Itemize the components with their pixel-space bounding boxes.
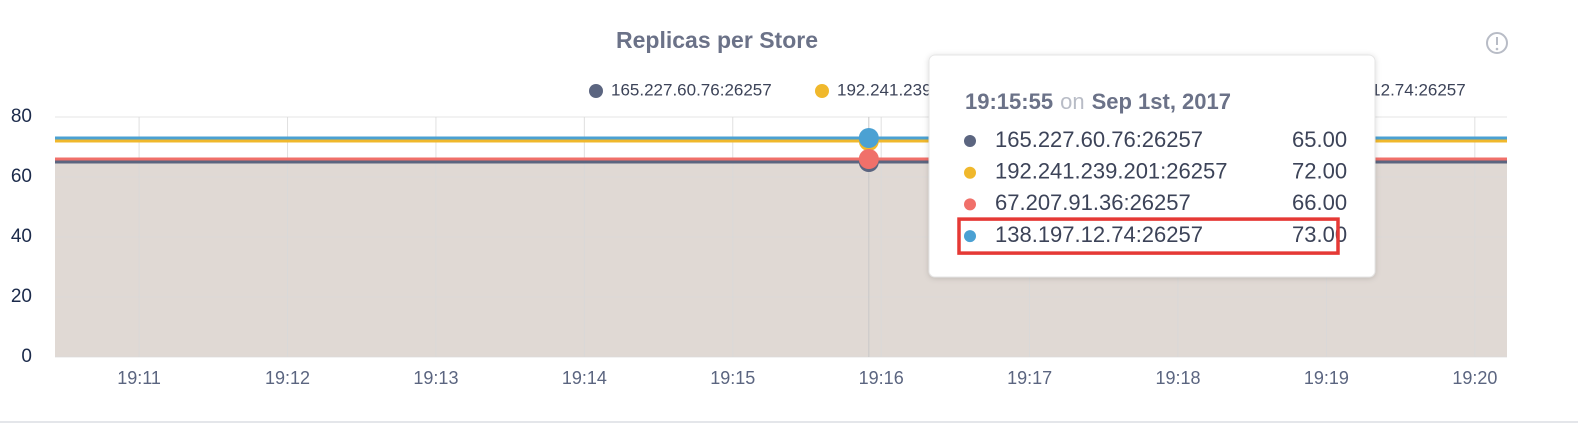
tooltip-marker [964, 198, 976, 211]
y-tick-label: 80 [11, 106, 32, 127]
tooltip-marker [964, 166, 976, 179]
tooltip-box [928, 54, 1376, 278]
x-tick-label: 19:13 [413, 368, 458, 388]
tooltip-marker [964, 230, 976, 243]
info-icon[interactable] [1486, 32, 1508, 54]
tooltip-label: 67.207.91.36:26257 [995, 190, 1191, 215]
x-tick-label: 19:12 [265, 368, 310, 388]
tooltip-header-part: 19:15:55 [965, 89, 1053, 114]
x-tick-label: 19:16 [859, 368, 904, 388]
x-tick-label: 19:19 [1304, 368, 1349, 388]
tooltip-header-part: Sep 1st, 2017 [1092, 89, 1231, 114]
y-tick-label: 60 [11, 166, 32, 187]
x-tick-label: 19:15 [710, 368, 755, 388]
hover-marker [858, 128, 879, 148]
legend-marker [589, 84, 603, 98]
x-tick-label: 19:17 [1007, 368, 1052, 388]
tooltip-highlight [957, 217, 1340, 255]
x-tick-label: 19:18 [1155, 368, 1200, 388]
y-tick-label: 0 [21, 346, 32, 367]
y-tick-label: 40 [11, 226, 32, 247]
legend-label: 165.227.60.76:26257 [611, 80, 772, 99]
x-tick-label: 19:14 [562, 368, 607, 388]
y-tick-label: 20 [11, 286, 32, 307]
tooltip-marker [964, 135, 976, 147]
tooltip: 19:15:55 on Sep 1st, 2017 165.227.60.76:262… [928, 54, 1376, 278]
tooltip-label: 165.227.60.76:26257 [995, 127, 1203, 152]
hover-marker [858, 149, 879, 169]
x-tick-label: 19:20 [1452, 368, 1497, 388]
x-tick-label: 19:11 [117, 368, 161, 388]
tooltip-label: 192.241.239.201:26257 [995, 159, 1227, 184]
tooltip-value: 65.00 [1292, 127, 1347, 152]
tooltip-header-part: on [1060, 89, 1084, 114]
chart-title: Replicas per Store [616, 27, 818, 53]
tooltip-label: 138.197.12.74:26257 [995, 222, 1203, 247]
tooltip-value: 66.00 [1292, 190, 1347, 215]
tooltip-value: 72.00 [1292, 159, 1347, 184]
tooltip-header: 19:15:55 on Sep 1st, 2017 [965, 89, 1231, 114]
legend-marker [815, 84, 829, 98]
